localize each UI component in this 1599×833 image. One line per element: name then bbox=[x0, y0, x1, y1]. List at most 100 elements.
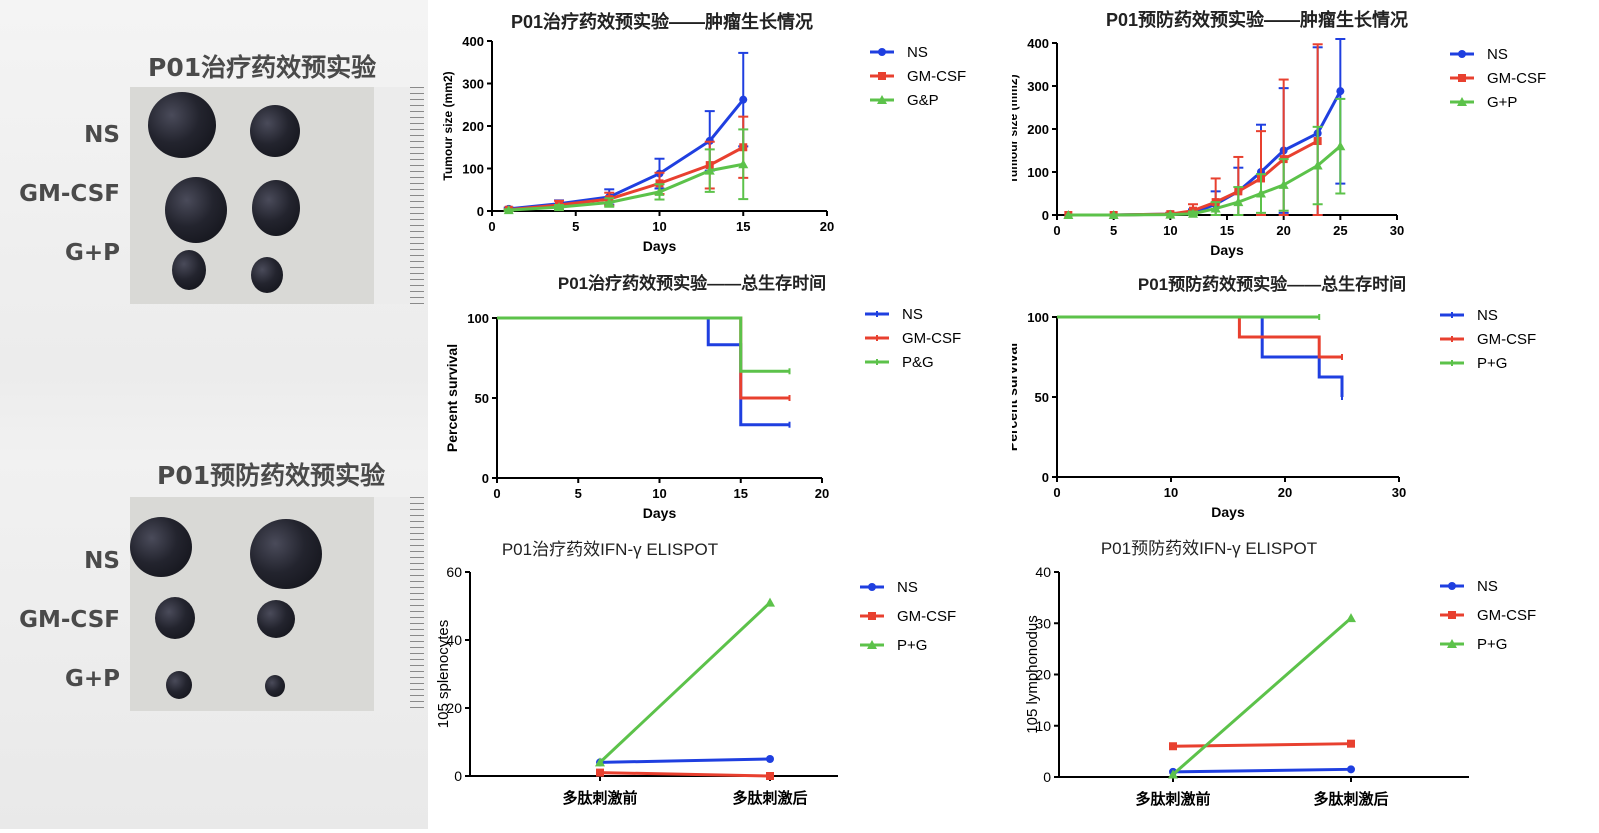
series-line bbox=[599, 771, 771, 778]
series-line bbox=[508, 162, 744, 212]
x-tick-label: 多肽刺激后 bbox=[1313, 790, 1388, 808]
y-tick-label: 30 bbox=[1035, 615, 1051, 631]
chart-elispot-prevention: P01预防药效IFN-γ ELISPOT 0 10 20 30 40 多肽刺激前 多肽刺激后 1… bbox=[1012, 536, 1599, 829]
legend-label: P+G bbox=[897, 637, 927, 654]
x-axis-label: Days bbox=[643, 238, 677, 254]
photo-label-ns: NS bbox=[84, 122, 120, 148]
data-point bbox=[654, 186, 665, 196]
legend-label: GM-CSF bbox=[907, 68, 966, 85]
data-point bbox=[766, 772, 774, 780]
y-tick-label: 200 bbox=[1027, 122, 1049, 137]
data-point bbox=[1063, 210, 1074, 219]
legend-label: NS bbox=[902, 306, 923, 323]
legend-label: GM-CSF bbox=[1487, 70, 1546, 87]
data-point bbox=[1346, 613, 1356, 623]
legend-marker bbox=[1448, 611, 1456, 619]
series-line bbox=[508, 145, 744, 212]
y-axis-label: 105 splenocytes bbox=[435, 620, 452, 728]
legend-label: GM-CSF bbox=[1477, 331, 1536, 348]
y-tick-label: 0 bbox=[1042, 470, 1049, 485]
y-axis-label: Tumour size (mm2) bbox=[1012, 74, 1020, 183]
ruler bbox=[374, 87, 424, 304]
series-line bbox=[598, 601, 772, 764]
y-axis-label: Percent survival bbox=[1012, 343, 1020, 451]
legend-marker bbox=[1458, 74, 1466, 82]
photo-panel: P01治疗药效预实验 NS GM-CSF G+P P01预防药效预实验 NS G… bbox=[0, 0, 428, 829]
y-tick-label: 0 bbox=[1042, 208, 1049, 223]
chart-svg-survival-prevention: P01预防药效预实验——总生存时间 0 50 100 0 10 20 30 Days Percen… bbox=[1004, 274, 1536, 520]
x-tick-label: 15 bbox=[1220, 223, 1234, 238]
chart-svg-tumor-treatment: P01治疗药效预实验——肿瘤生长情况 0 100 200 300 400 0 5 10 15 20 D… bbox=[441, 11, 966, 254]
x-axis-label: Days bbox=[1210, 242, 1244, 258]
legend-label: GM-CSF bbox=[897, 608, 956, 625]
photo-label-gp-2: G+P bbox=[64, 666, 120, 692]
photo-label-gmcsf-2: GM-CSF bbox=[19, 607, 120, 633]
legend-label: NS bbox=[1477, 307, 1498, 324]
y-tick-label: 100 bbox=[467, 311, 489, 326]
legend-label: G+P bbox=[1487, 94, 1517, 111]
survival-curve bbox=[497, 316, 790, 373]
x-tick-label: 5 bbox=[572, 219, 579, 234]
y-tick-label: 20 bbox=[1035, 667, 1051, 683]
x-tick-label: 多肽刺激后 bbox=[732, 789, 807, 807]
chart-svg-tumor-prevention: P01预防药效预实验——肿瘤生长情况 0 100 200 300 400 0 5 10 15 20 2… bbox=[1006, 9, 1546, 258]
data-point bbox=[595, 757, 605, 767]
tumor-photo-treatment bbox=[130, 87, 424, 304]
y-tick-label: 100 bbox=[1027, 165, 1049, 180]
x-tick-label: 15 bbox=[734, 486, 748, 501]
data-point bbox=[1312, 160, 1323, 170]
y-tick-label: 0 bbox=[454, 768, 462, 784]
legend-label: P+G bbox=[1477, 636, 1507, 653]
chart-title: P01预防药效预实验——肿瘤生长情况 bbox=[1106, 9, 1408, 30]
chart-title: P01预防药效预实验——总生存时间 bbox=[1138, 274, 1406, 294]
y-tick-label: 0 bbox=[477, 204, 484, 219]
x-tick-label: 10 bbox=[1163, 223, 1177, 238]
data-point bbox=[1169, 742, 1177, 751]
data-point bbox=[1278, 179, 1289, 189]
x-tick-label: 25 bbox=[1333, 223, 1347, 238]
x-tick-label: 20 bbox=[1278, 485, 1292, 500]
data-point bbox=[1168, 769, 1178, 779]
data-point bbox=[739, 95, 748, 104]
tumor-photo-prevention bbox=[130, 497, 424, 711]
x-tick-label: 多肽刺激前 bbox=[562, 789, 637, 807]
data-point bbox=[766, 755, 774, 763]
data-point bbox=[1347, 765, 1355, 774]
series-line bbox=[1068, 145, 1342, 217]
series-line bbox=[1068, 90, 1342, 217]
x-tick-label: 30 bbox=[1390, 223, 1404, 238]
photo-label-ns-2: NS bbox=[84, 548, 120, 574]
data-point bbox=[1165, 209, 1176, 219]
series-line bbox=[1172, 742, 1352, 748]
data-point bbox=[554, 202, 564, 212]
data-point bbox=[1233, 197, 1244, 207]
legend-marker bbox=[868, 583, 876, 591]
legend-label: NS bbox=[897, 579, 918, 596]
photo-title-prevention: P01预防药效预实验 bbox=[157, 461, 386, 490]
data-point bbox=[1335, 141, 1346, 151]
chart-title: P01治疗药效预实验——肿瘤生长情况 bbox=[511, 11, 813, 32]
y-tick-label: 400 bbox=[1027, 36, 1049, 51]
data-point bbox=[596, 768, 604, 777]
legend-marker bbox=[878, 72, 886, 80]
x-tick-label: 30 bbox=[1392, 485, 1406, 500]
data-point bbox=[765, 597, 775, 607]
y-tick-label: 50 bbox=[1035, 390, 1049, 405]
chart-elispot-treatment: P01治疗药效IFN-γ ELISPOT 0 20 40 60 多肽刺激前 多肽刺激后 105… bbox=[432, 536, 1012, 829]
x-axis-label: Days bbox=[643, 505, 677, 521]
chart-survival-prevention: P01预防药效预实验——总生存时间 0 50 100 0 10 20 30 Days Percen… bbox=[1004, 268, 1599, 533]
legend-marker bbox=[878, 48, 886, 56]
x-tick-label: 5 bbox=[1110, 223, 1117, 238]
chart-tumor-prevention: P01预防药效预实验——肿瘤生长情况 0 100 200 300 400 0 5 10 15 20 2… bbox=[1006, 0, 1599, 265]
x-tick-label: 0 bbox=[1053, 223, 1060, 238]
y-tick-label: 100 bbox=[462, 162, 484, 177]
data-point bbox=[503, 205, 514, 215]
photo-label-gp: G+P bbox=[64, 240, 120, 266]
legend-label: G&P bbox=[907, 92, 939, 109]
x-tick-label: 10 bbox=[1164, 485, 1178, 500]
x-axis-label: Days bbox=[1211, 504, 1245, 520]
y-tick-label: 10 bbox=[1035, 718, 1051, 734]
chart-svg-elispot-prevention: P01预防药效IFN-γ ELISPOT 0 10 20 30 40 多肽刺激前 多肽刺激后 1… bbox=[1024, 539, 1536, 808]
x-tick-label: 20 bbox=[815, 486, 829, 501]
chart-svg-survival-treatment: P01治疗药效预实验——总生存时间 0 50 100 0 5 10 15 20 Days Perce… bbox=[444, 273, 961, 521]
